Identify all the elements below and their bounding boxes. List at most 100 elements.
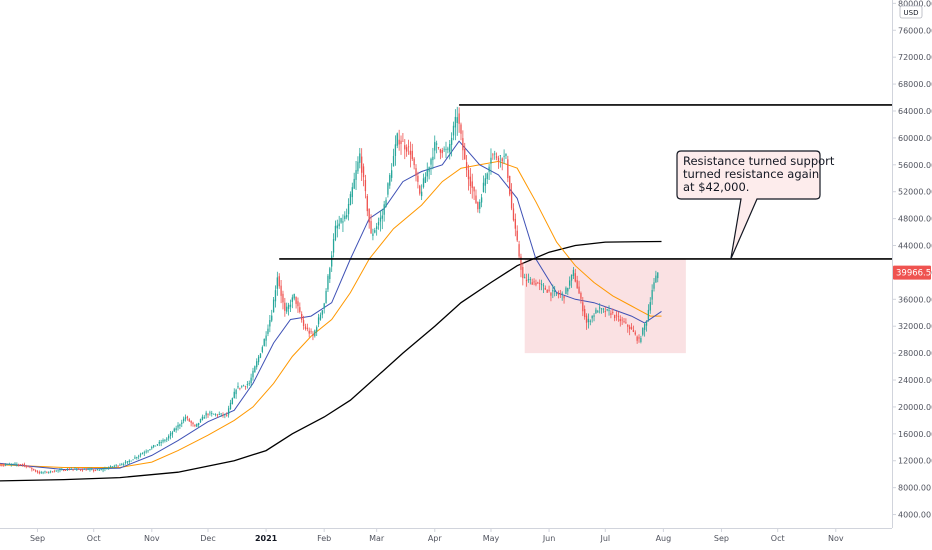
candle-body: [557, 293, 560, 295]
candle: [271, 309, 273, 323]
candle: [124, 460, 127, 465]
candle: [68, 467, 70, 471]
candle-body: [368, 208, 370, 223]
candle-body: [87, 469, 89, 471]
candle-body: [196, 423, 198, 427]
candle: [464, 142, 466, 160]
candle-body: [494, 153, 496, 155]
candle-body: [119, 464, 121, 466]
candle: [319, 312, 322, 321]
candle: [600, 308, 603, 314]
candle-body: [359, 153, 361, 163]
time-axis[interactable]: Sep Oct Nov Dec 2021 Feb Mar Apr May Jun Jul Aug Sep…: [30, 528, 844, 543]
candle: [597, 309, 599, 313]
candle-body: [533, 281, 535, 283]
candle-body: [473, 186, 475, 192]
candle: [14, 462, 16, 466]
candle: [518, 240, 520, 260]
candle-body: [138, 455, 140, 457]
candle-body: [29, 466, 31, 468]
candle-body: [231, 398, 234, 404]
candle: [525, 273, 528, 287]
candle: [484, 173, 487, 194]
candle: [434, 135, 436, 160]
candle-body: [636, 336, 638, 341]
candle-body: [638, 337, 640, 339]
candle: [407, 139, 410, 155]
candle-body: [574, 273, 576, 282]
candle-body: [525, 280, 528, 282]
candle: [299, 302, 301, 314]
candle: [593, 313, 595, 322]
candle-body: [505, 153, 507, 156]
candle: [304, 323, 307, 331]
candle-body: [302, 320, 305, 327]
candle: [175, 425, 177, 433]
candle-body: [411, 150, 413, 159]
candle-body: [642, 327, 644, 335]
candle-body: [569, 280, 571, 286]
candle: [452, 121, 455, 141]
candle: [36, 470, 39, 474]
candle: [212, 413, 215, 415]
candle: [306, 323, 308, 332]
candle-body: [443, 148, 445, 150]
candle-body: [241, 385, 243, 387]
candles-group: [0, 106, 659, 475]
candle: [419, 184, 421, 196]
currency-badge[interactable]: USD: [899, 5, 923, 19]
candle: [499, 155, 502, 168]
candle-body: [246, 384, 249, 385]
candle-body: [257, 356, 260, 363]
candle: [132, 459, 134, 461]
candle: [117, 465, 119, 468]
time-tick-label: Sep: [714, 534, 729, 543]
candle-body: [576, 280, 578, 289]
candle: [265, 331, 267, 347]
candle-body: [565, 287, 567, 295]
candle-body: [572, 269, 575, 276]
candle-body: [64, 470, 67, 471]
time-tick-label: Jul: [599, 534, 610, 543]
candle-body: [420, 191, 423, 197]
candle-body: [55, 470, 57, 472]
candle-body: [299, 307, 301, 312]
candle-body: [117, 465, 119, 467]
candle-body: [229, 402, 232, 410]
candle: [621, 316, 623, 325]
candle: [162, 438, 164, 444]
candle-body: [244, 386, 247, 387]
candle-body: [274, 290, 277, 302]
candle-body: [38, 472, 41, 474]
candle-body: [447, 148, 449, 150]
candle: [580, 291, 582, 304]
candle-body: [460, 124, 462, 134]
candle-body: [600, 308, 603, 310]
candle-body: [308, 330, 310, 334]
candle: [102, 467, 104, 473]
candle-body: [61, 469, 63, 471]
candle: [550, 292, 552, 302]
candle: [199, 418, 202, 423]
candle: [222, 412, 224, 418]
annotation-callout[interactable]: Resistance turned support turned resista…: [676, 150, 835, 260]
candle-body: [79, 469, 82, 471]
price-axis[interactable]: 4000.00 8000.00 12000.00 16000.00 20000.00 24…: [892, 0, 932, 520]
candle: [398, 129, 400, 151]
candle-body: [524, 277, 526, 279]
candle: [0, 463, 1, 467]
candle: [196, 423, 198, 428]
candle-body: [593, 315, 595, 317]
candle: [40, 470, 42, 475]
candle: [413, 157, 415, 170]
candle-body: [458, 113, 460, 124]
candle: [252, 367, 254, 381]
candle-body: [169, 433, 172, 436]
candle: [544, 285, 546, 290]
candle: [63, 469, 65, 472]
candle: [272, 296, 275, 313]
candle-body: [522, 266, 524, 279]
time-tick-label: Dec: [200, 534, 215, 543]
